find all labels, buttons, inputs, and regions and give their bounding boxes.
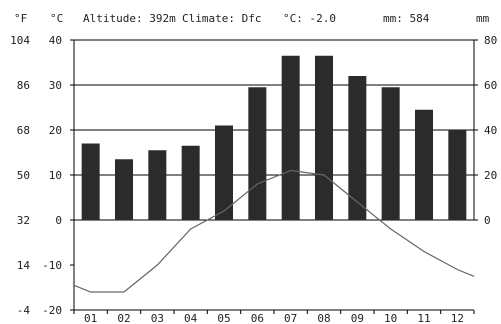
precip-bar	[315, 55, 333, 220]
fahrenheit-tick-label: -4	[17, 304, 31, 317]
mm-unit-label: mm	[476, 12, 490, 25]
month-label: 03	[151, 312, 164, 324]
month-label: 09	[351, 312, 364, 324]
precip-bar	[381, 87, 400, 220]
fahrenheit-tick-label: 32	[17, 214, 30, 227]
month-label: 11	[417, 312, 430, 324]
month-label: 06	[251, 312, 264, 324]
month-label: 05	[217, 312, 230, 324]
month-label: 02	[117, 312, 130, 324]
mean-temperature-label: °C: -2.0	[283, 12, 336, 25]
precip-bar	[148, 150, 167, 220]
fahrenheit-tick-label: 68	[17, 124, 30, 137]
month-label: 08	[317, 312, 330, 324]
precip-bar	[215, 125, 233, 220]
altitude-label: Altitude: 392m	[83, 12, 176, 25]
precip-tick-label: 80	[484, 34, 497, 47]
month-label: 10	[384, 312, 397, 324]
precip-tick-label: 40	[484, 124, 497, 137]
precip-bar	[415, 109, 433, 220]
fahrenheit-tick-label: 50	[17, 169, 30, 182]
precip-bar	[281, 55, 300, 220]
precip-bar	[81, 143, 100, 220]
precip-tick-label: 20	[484, 169, 497, 182]
celsius-tick-label: 0	[55, 214, 62, 227]
precip-tick-label: 0	[484, 214, 491, 227]
celsius-tick-label: -20	[42, 304, 62, 317]
celsius-unit-label: °C	[50, 12, 63, 25]
month-label: 04	[184, 312, 198, 324]
fahrenheit-unit-label: °F	[14, 12, 27, 25]
fahrenheit-tick-label: 86	[17, 79, 30, 92]
precip-bar	[448, 130, 467, 220]
celsius-tick-label: 30	[49, 79, 62, 92]
month-label: 01	[84, 312, 97, 324]
fahrenheit-tick-label: 14	[17, 259, 31, 272]
annual-precipitation-label: mm: 584	[383, 12, 430, 25]
month-label: 07	[284, 312, 297, 324]
celsius-tick-label: 10	[49, 169, 62, 182]
plot-area: -20-10010203040-414325068861040204060800…	[10, 34, 497, 324]
celsius-tick-label: 40	[49, 34, 62, 47]
precip-bar	[115, 159, 133, 220]
precip-bar	[248, 87, 267, 220]
precip-tick-label: 60	[484, 79, 497, 92]
temperature-line	[73, 169, 475, 293]
celsius-tick-label: -10	[42, 259, 62, 272]
celsius-tick-label: 20	[49, 124, 62, 137]
climate-label: Climate: Dfc	[182, 12, 261, 25]
precip-bar	[348, 76, 367, 220]
fahrenheit-tick-label: 104	[10, 34, 30, 47]
month-label: 12	[451, 312, 464, 324]
precip-bar	[181, 145, 200, 220]
